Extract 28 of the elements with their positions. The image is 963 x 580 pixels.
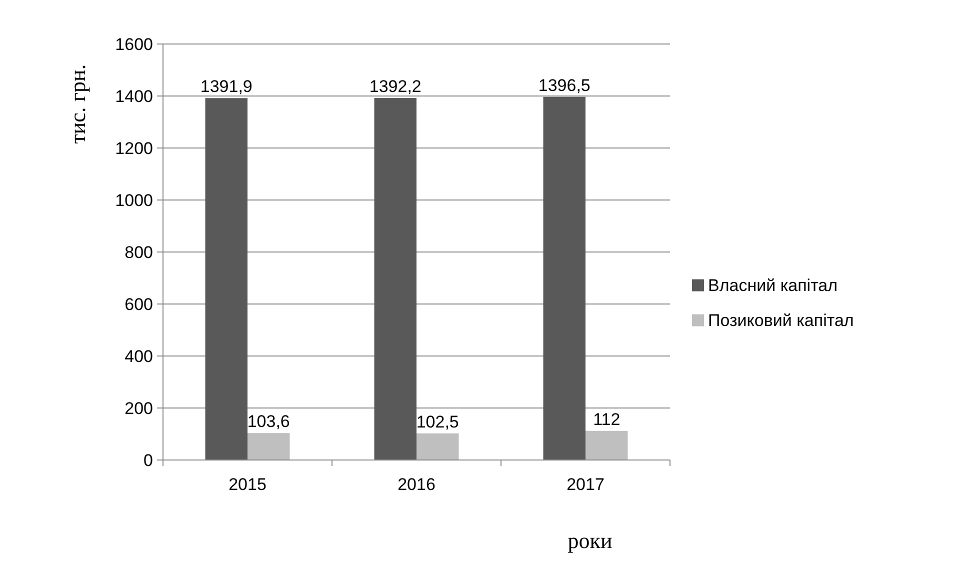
data-label: 112: [593, 410, 620, 429]
data-label: 1396,5: [538, 76, 590, 95]
y-tick-label: 800: [124, 242, 153, 262]
y-tick-label: 1600: [115, 34, 153, 54]
y-axis-title: тис. грн.: [65, 64, 90, 144]
x-axis-title: роки: [568, 528, 612, 553]
y-tick-label: 1200: [115, 138, 153, 158]
bar: [205, 98, 248, 460]
data-label: 1392,2: [369, 77, 422, 96]
x-tick-label: 2015: [228, 475, 266, 494]
data-label: 102,5: [416, 412, 459, 432]
data-label: 103,6: [247, 412, 290, 432]
bar: [543, 96, 586, 460]
bar: [586, 430, 628, 460]
bar: [248, 433, 290, 460]
y-tick-label: 200: [124, 398, 153, 418]
y-tick-label: 0: [144, 450, 153, 470]
bar: [416, 433, 459, 460]
legend-label: Позиковий капітал: [708, 311, 854, 330]
legend-label: Власний капітал: [708, 276, 838, 296]
x-tick-label: 2016: [398, 475, 436, 494]
y-tick-label: 1000: [115, 190, 153, 210]
y-tick-label: 600: [124, 294, 153, 314]
y-tick-label: 1400: [115, 86, 153, 106]
data-label: 1391,9: [200, 77, 252, 96]
x-tick-label: 2017: [566, 475, 604, 494]
y-tick-label: 400: [124, 346, 153, 366]
bar: [374, 98, 416, 460]
